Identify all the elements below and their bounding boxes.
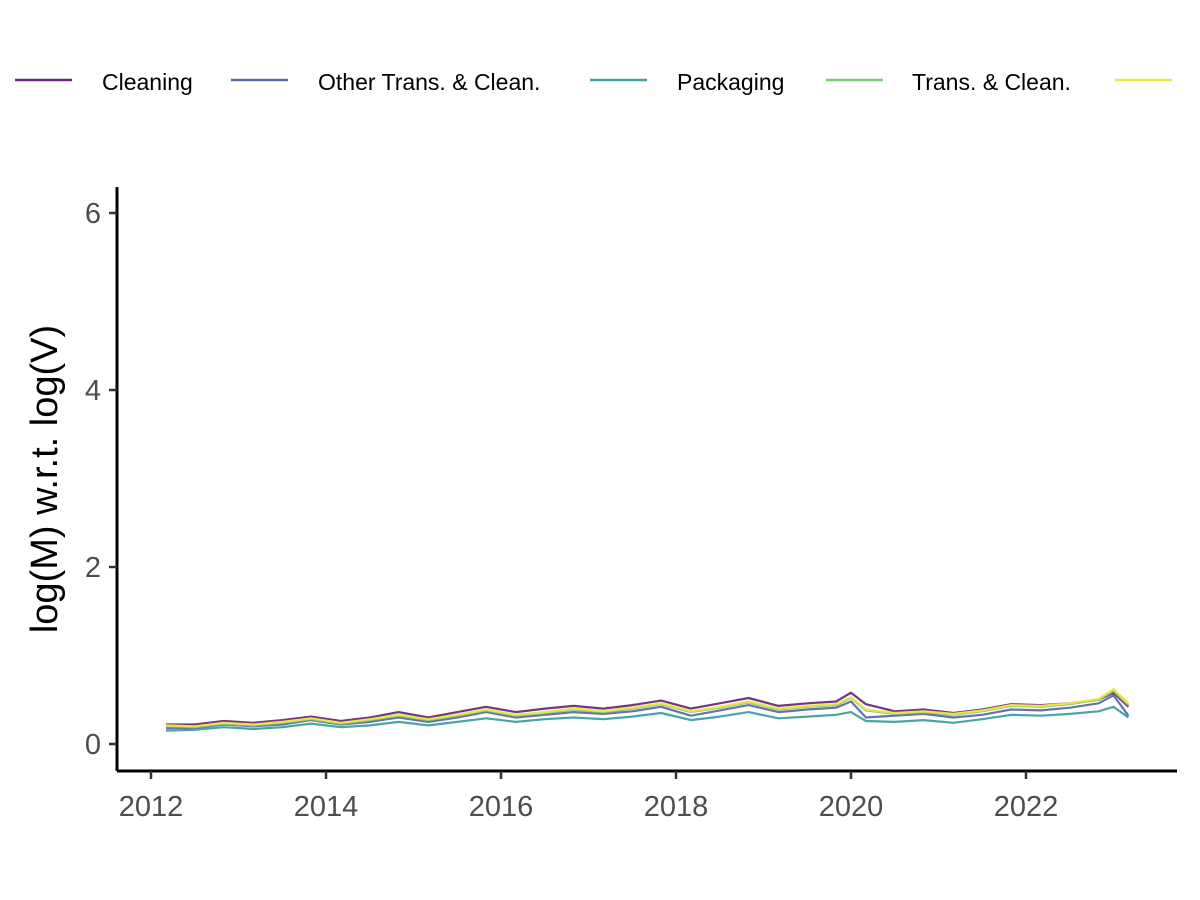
y-axis-title: log(M) w.r.t. log(V) [24, 325, 66, 633]
legend-label-3: Packaging [677, 69, 784, 95]
legend-label-4: Trans. & Clean. [912, 69, 1071, 95]
series-line-5 [165, 687, 1130, 728]
series-line-3 [165, 705, 1130, 732]
y-axis-ticks: 0 2 4 6 [85, 198, 117, 761]
y-tick-label: 0 [85, 729, 101, 761]
x-tick-label: 2018 [644, 791, 709, 823]
y-tick-label: 4 [85, 375, 101, 407]
legend: Cleaning Other Trans. & Clean. Packaging Tr… [15, 69, 1172, 95]
x-tick-label: 2012 [119, 791, 184, 823]
y-tick-label: 6 [85, 198, 101, 230]
legend-label-2: Other Trans. & Clean. [318, 69, 540, 95]
x-tick-label: 2014 [294, 791, 359, 823]
x-axis-ticks: 2012 2014 2016 2018 2020 2022 [119, 771, 1059, 823]
legend-label-1: Cleaning [102, 69, 193, 95]
plot-area [165, 687, 1130, 732]
y-tick-label: 2 [85, 552, 101, 584]
x-tick-label: 2016 [469, 791, 534, 823]
x-tick-label: 2020 [819, 791, 884, 823]
x-tick-label: 2022 [994, 791, 1059, 823]
